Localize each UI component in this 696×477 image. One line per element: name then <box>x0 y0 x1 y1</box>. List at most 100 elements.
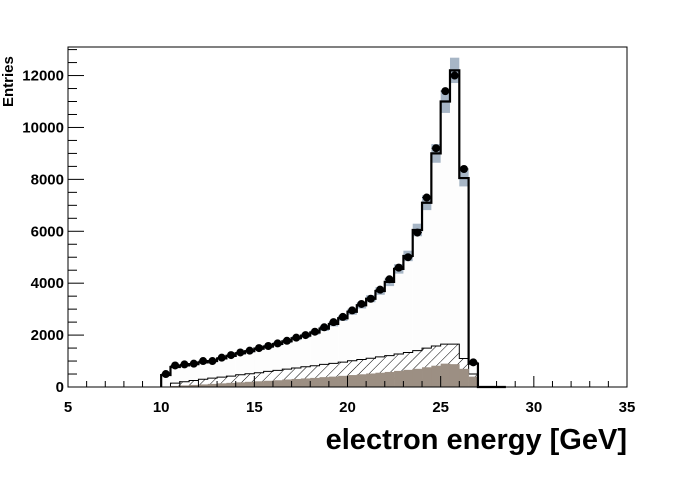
mc-bin <box>459 178 469 387</box>
mc-bin <box>263 346 273 387</box>
data-point <box>273 339 282 348</box>
background-component-bin <box>366 373 376 387</box>
background-component-bin <box>384 371 395 387</box>
background-component-bin <box>179 385 190 387</box>
x-tick-label: 20 <box>339 399 356 416</box>
data-point <box>338 312 347 321</box>
background-hatched-bin <box>217 377 227 387</box>
data-point <box>432 144 441 153</box>
y-tick-label: 12000 <box>22 68 64 85</box>
mc-bin <box>394 268 404 387</box>
data-point <box>180 360 189 369</box>
x-tick-label: 5 <box>64 399 72 416</box>
mc-bin <box>422 202 432 387</box>
y-tick-label: 8000 <box>31 171 64 188</box>
data-point <box>450 71 459 80</box>
background-hatched-bin <box>338 362 348 387</box>
background-component-bin <box>431 365 441 387</box>
data-point <box>329 318 338 327</box>
data-point <box>394 263 403 272</box>
x-tick-label: 25 <box>432 399 449 416</box>
background-hatched-bin <box>356 359 367 387</box>
background-hatched-bin <box>235 374 246 387</box>
background-component-bin <box>189 384 199 387</box>
background-component-bin <box>310 377 320 387</box>
mc-bin <box>412 229 423 387</box>
mc-bin <box>291 338 301 387</box>
data-point <box>227 351 236 360</box>
data-point <box>236 348 245 357</box>
mc-bin <box>189 364 199 387</box>
data-point <box>404 253 413 262</box>
y-tick-label: 10000 <box>22 119 64 136</box>
background-component-bin <box>170 385 181 387</box>
mc-bin <box>217 358 227 387</box>
background-hatched-bin <box>245 373 255 387</box>
mc-bin <box>170 367 180 387</box>
background-component-bin <box>226 382 236 387</box>
mc-bin <box>319 328 329 387</box>
background-component-bin <box>375 372 386 387</box>
background-hatched-bin <box>179 381 190 387</box>
data-point <box>441 87 450 96</box>
background-component-bin <box>403 369 414 387</box>
background-component-bin <box>207 383 218 387</box>
background-component-bin <box>245 381 255 387</box>
background-component-bin <box>338 375 348 387</box>
mc-bin <box>356 305 367 387</box>
background-hatched-bin <box>394 354 404 387</box>
mc-bin <box>338 318 348 387</box>
data-point <box>171 361 180 370</box>
background-hatched-bin <box>384 355 395 387</box>
x-tick-label: 10 <box>153 399 170 416</box>
mc-histogram-outline <box>160 69 506 389</box>
background-hatched-bin <box>319 364 329 387</box>
data-point <box>199 357 208 366</box>
data-point <box>264 341 273 350</box>
background-hatched-bin <box>291 368 301 387</box>
background-hatched-bin <box>189 380 199 387</box>
mc-bin <box>226 355 236 387</box>
mc-bin <box>449 70 460 388</box>
data-point <box>376 285 385 294</box>
data-point <box>469 358 478 367</box>
background-hatched-bin <box>375 356 385 387</box>
data-point <box>385 275 394 284</box>
data-point <box>357 299 366 308</box>
background-hatched-bin <box>300 366 311 387</box>
data-point <box>208 357 217 366</box>
data-point <box>254 344 263 353</box>
background-component-bin <box>468 376 479 387</box>
mc-bin <box>328 323 339 387</box>
mc-bin <box>440 101 450 387</box>
mc-bin <box>347 311 357 387</box>
background-hatched-bin <box>263 371 273 387</box>
background-hatched-bin <box>170 383 180 387</box>
background-outline <box>161 343 506 388</box>
y-tick-label: 0 <box>56 379 64 396</box>
background-hatched-bin <box>403 352 413 387</box>
background-component-bin <box>412 368 423 387</box>
background-component-bin <box>356 374 367 387</box>
mc-bin <box>198 362 208 387</box>
mc-bin <box>384 281 395 387</box>
background-component-bin <box>347 375 358 387</box>
background-component-bin <box>291 378 302 387</box>
data-point <box>301 331 310 340</box>
background-hatched-bin <box>272 370 283 387</box>
background-hatched-bin <box>310 365 320 387</box>
data-point <box>245 346 254 355</box>
data-point <box>282 336 291 345</box>
x-axis-label: electron energy [GeV] <box>326 424 627 456</box>
y-tick-label: 2000 <box>31 327 64 344</box>
data-point <box>413 228 422 237</box>
background-hatched-bin <box>366 358 376 387</box>
background-component-bin <box>254 381 264 387</box>
background-hatched-bin <box>198 379 208 387</box>
mc-bin <box>161 375 171 387</box>
background-hatched-bin <box>254 372 264 387</box>
mc-bin <box>431 153 441 387</box>
x-tick-label: 35 <box>619 399 636 416</box>
background-component-bin <box>422 367 432 387</box>
mc-bin <box>300 335 311 387</box>
